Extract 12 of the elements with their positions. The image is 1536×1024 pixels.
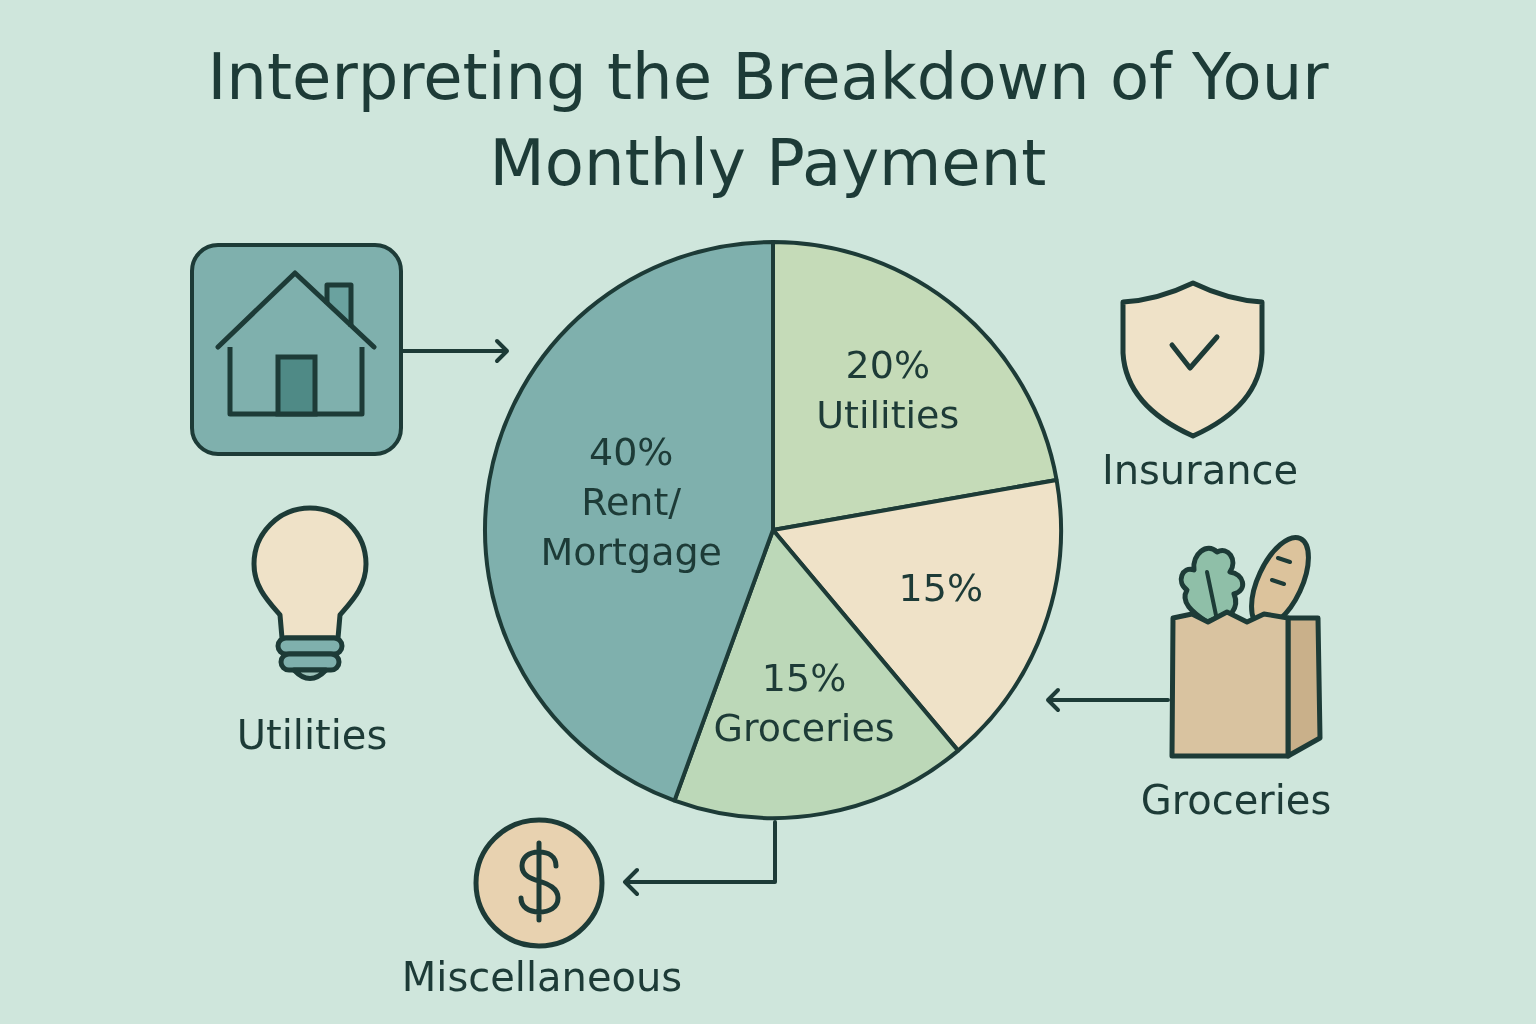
- data-label: 40%: [588, 429, 674, 474]
- slice-label: Utilities: [816, 393, 960, 438]
- text: Insurance: [1101, 446, 1299, 494]
- slice-label: Groceries: [713, 705, 895, 750]
- text: Groceries: [1140, 776, 1332, 824]
- chart-title: Interpreting the Breakdown of Your Monthly Payment: [206, 39, 1330, 202]
- text: Utilities: [236, 711, 388, 759]
- data-label: 15%: [761, 655, 847, 700]
- data-label: 20%: [845, 343, 931, 388]
- text: Miscellaneous: [401, 953, 683, 1001]
- slice-label: Rent/Mortgage: [540, 479, 722, 574]
- data-label: 15%: [898, 565, 984, 610]
